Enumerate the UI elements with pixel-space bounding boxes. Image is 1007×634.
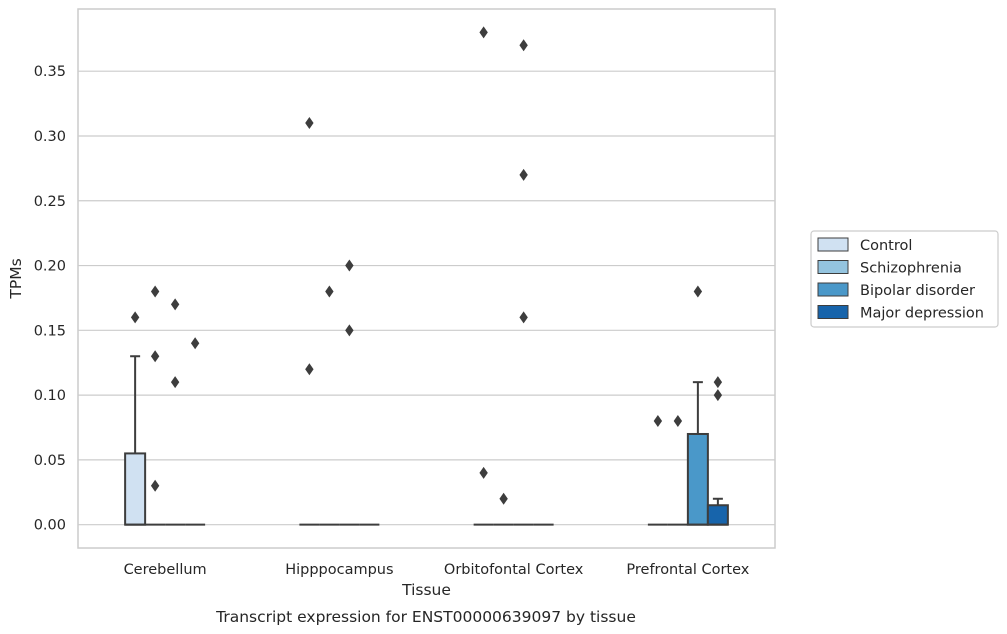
- outlier-point: [325, 285, 334, 298]
- y-tick-label: 0.10: [34, 388, 66, 404]
- y-axis-label: TPMs: [7, 258, 25, 299]
- box: [706, 504, 729, 526]
- legend-swatch: [817, 305, 849, 319]
- outlier-point: [653, 415, 663, 428]
- outlier-point: [305, 117, 314, 130]
- y-tick-label: 0.00: [34, 518, 66, 534]
- y-axis-ticks: 0.00 0.05 0.10 0.15 0.20 0.25 0.30 0.35: [34, 64, 66, 533]
- outlier-point: [673, 415, 683, 428]
- outlier-point: [713, 389, 723, 402]
- x-tick-label: Prefrontal Cortex: [626, 562, 749, 578]
- outlier-point: [479, 466, 488, 479]
- plot-area: [124, 26, 729, 526]
- outlier-point: [499, 492, 508, 505]
- chart-caption: Transcript expression for ENST0000063909…: [215, 608, 636, 626]
- outlier-point: [150, 479, 160, 492]
- series-bipolar-disorder: [165, 39, 709, 526]
- y-tick-label: 0.20: [34, 259, 66, 275]
- x-tick-label: Cerebellum: [124, 562, 207, 578]
- legend-swatch: [817, 237, 849, 252]
- outlier-point: [170, 376, 180, 389]
- series-schizophrenia: [145, 285, 688, 526]
- outlier-point: [150, 285, 160, 298]
- y-tick-label: 0.25: [34, 194, 66, 210]
- outlier-point: [519, 39, 528, 52]
- outlier-point: [713, 376, 723, 389]
- outlier-point: [479, 26, 488, 39]
- outlier-point: [345, 324, 354, 337]
- legend: Control Schizophrenia Bipolar disorder Majo…: [810, 230, 999, 328]
- y-tick-label: 0.05: [34, 453, 66, 469]
- legend-frame: [810, 230, 999, 328]
- y-tick-label: 0.35: [34, 64, 66, 80]
- legend-label: Schizophrenia: [860, 261, 962, 277]
- x-tick-label: Orbitofontal Cortex: [444, 562, 584, 578]
- box: [124, 452, 147, 526]
- outlier-point: [190, 337, 200, 350]
- outlier-point: [519, 168, 528, 181]
- outlier-point: [693, 285, 703, 298]
- legend-swatch: [817, 282, 849, 297]
- plot-frame: [77, 8, 776, 549]
- legend-label: Major depression: [860, 306, 984, 322]
- outlier-point: [305, 363, 314, 376]
- outlier-point: [130, 311, 140, 324]
- x-axis-ticks: Cerebellum Hipppocampus Orbitofontal Corte…: [124, 562, 750, 578]
- y-tick-label: 0.30: [34, 129, 66, 145]
- outlier-point: [170, 298, 180, 311]
- x-tick-label: Hipppocampus: [285, 562, 393, 578]
- box: [686, 432, 709, 526]
- series-control: [124, 26, 668, 526]
- outlier-point: [519, 311, 528, 324]
- x-axis-label: Tissue: [401, 581, 451, 599]
- legend-swatch: [817, 260, 849, 274]
- outlier-point: [150, 350, 160, 363]
- gridlines: [78, 70, 775, 526]
- legend-label: Control: [860, 238, 912, 254]
- legend-label: Bipolar disorder: [860, 283, 975, 299]
- series-major-depression: [185, 337, 729, 526]
- y-tick-label: 0.15: [34, 323, 66, 339]
- outlier-point: [345, 259, 354, 272]
